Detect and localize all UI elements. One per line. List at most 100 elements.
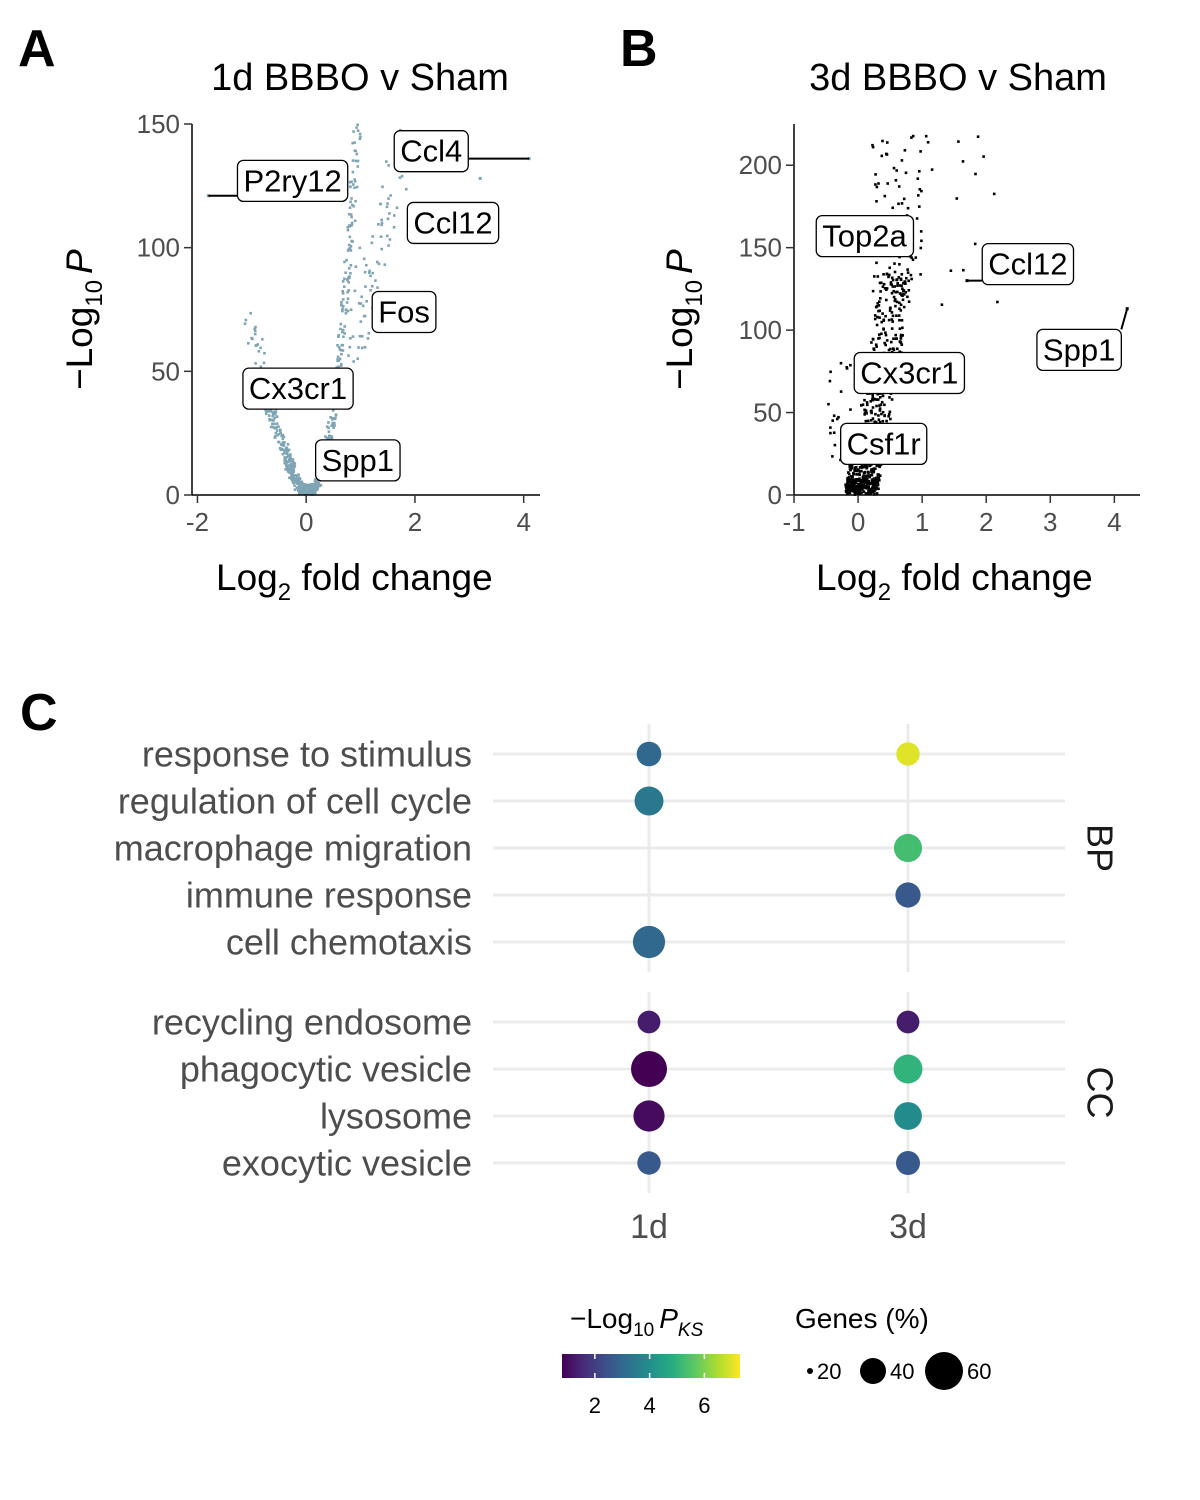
gene-point bbox=[915, 217, 919, 220]
gene-point bbox=[339, 327, 342, 331]
gene-point bbox=[876, 302, 879, 305]
gene-point bbox=[385, 160, 388, 163]
gene-point bbox=[861, 480, 864, 484]
x-tick-label: 4 bbox=[516, 507, 530, 537]
x-category-label: 3d bbox=[889, 1208, 927, 1246]
gene-point bbox=[351, 141, 354, 145]
gene-point bbox=[873, 480, 876, 483]
gene-point bbox=[898, 307, 901, 310]
gene-point bbox=[288, 476, 291, 480]
gene-point bbox=[366, 337, 370, 340]
gene-point bbox=[849, 468, 852, 472]
panel-a-title: 1d BBBO v Sham bbox=[211, 57, 509, 99]
gene-label-box bbox=[236, 159, 349, 203]
gene-point bbox=[854, 469, 857, 473]
facet-label-bp: BP bbox=[1080, 824, 1121, 872]
gene-point bbox=[310, 486, 314, 489]
gene-point bbox=[973, 242, 977, 246]
gene-point bbox=[860, 491, 864, 494]
gene-point bbox=[301, 483, 305, 487]
gene-point bbox=[858, 477, 861, 480]
volcano-a-x-axis-label: Log2 fold change bbox=[216, 557, 493, 606]
color-legend: −Log10 PKS 2 4 6 bbox=[562, 1303, 740, 1418]
gene-point bbox=[910, 136, 913, 139]
gene-point bbox=[345, 301, 349, 304]
x-tick-label: 2 bbox=[408, 507, 422, 537]
gene-point bbox=[882, 282, 886, 286]
gene-point bbox=[377, 223, 380, 226]
gene-point bbox=[346, 290, 349, 294]
gene-point bbox=[899, 309, 903, 312]
gene-point bbox=[380, 218, 383, 222]
gene-point bbox=[864, 474, 868, 478]
gene-point bbox=[878, 281, 882, 285]
gene-point bbox=[892, 295, 896, 299]
gene-point bbox=[911, 258, 915, 261]
term-label: phagocytic vesicle bbox=[180, 1049, 472, 1090]
gene-point bbox=[353, 178, 356, 181]
term-dot bbox=[896, 1151, 920, 1175]
gene-point bbox=[874, 488, 877, 491]
gene-point bbox=[349, 264, 353, 267]
gene-point bbox=[295, 480, 298, 484]
gene-point bbox=[277, 441, 281, 444]
gene-label-text: Cx3cr1 bbox=[860, 355, 958, 390]
gene-point bbox=[265, 410, 268, 413]
gene-point bbox=[848, 488, 852, 492]
size-legend-label: 60 bbox=[967, 1359, 991, 1384]
x-tick-label: 4 bbox=[1107, 507, 1121, 537]
gene-point bbox=[890, 276, 894, 280]
gene-point bbox=[306, 491, 309, 495]
gene-label-text: P2ry12 bbox=[243, 163, 341, 198]
gene-point bbox=[898, 350, 901, 353]
gene-point bbox=[901, 334, 904, 337]
gene-point bbox=[877, 182, 880, 185]
gene-point bbox=[287, 454, 290, 458]
gene-point bbox=[905, 276, 908, 280]
gene-point bbox=[362, 257, 366, 261]
gene-point bbox=[885, 419, 888, 423]
gene-point bbox=[900, 284, 903, 288]
gene-point bbox=[336, 355, 340, 359]
gene-point bbox=[340, 300, 343, 304]
gene-point bbox=[918, 205, 921, 208]
term-dot bbox=[893, 1054, 923, 1084]
gene-point bbox=[293, 462, 297, 465]
gene-point bbox=[877, 398, 880, 401]
gene-point bbox=[846, 477, 849, 480]
term-dot bbox=[633, 1100, 665, 1132]
gene-point bbox=[357, 302, 361, 305]
gene-point bbox=[356, 123, 359, 127]
gene-point bbox=[353, 180, 357, 183]
gene-point bbox=[883, 403, 886, 407]
gene-point bbox=[368, 269, 371, 273]
dotplot-x-labels: 1d 3d bbox=[630, 1208, 927, 1246]
gene-point bbox=[901, 294, 904, 297]
gene-point bbox=[885, 272, 889, 276]
gene-point bbox=[283, 451, 286, 454]
gene-point bbox=[895, 278, 898, 282]
gene-point bbox=[325, 436, 329, 440]
gene-point bbox=[887, 415, 890, 418]
gene-point bbox=[858, 483, 861, 487]
gene-point bbox=[291, 464, 295, 467]
gene-point bbox=[890, 327, 894, 330]
gene-point bbox=[894, 304, 897, 308]
gene-point bbox=[350, 215, 353, 219]
gene-point bbox=[881, 419, 885, 423]
gene-point bbox=[827, 402, 830, 406]
gene-point bbox=[862, 485, 866, 489]
gene-point bbox=[356, 129, 360, 132]
gene-point bbox=[878, 404, 881, 407]
x-tick-label: -1 bbox=[782, 507, 805, 537]
gene-point bbox=[867, 479, 871, 483]
gene-point bbox=[279, 431, 282, 435]
gene-point bbox=[860, 469, 863, 473]
gene-point bbox=[269, 425, 273, 429]
gene-point bbox=[878, 333, 881, 336]
gene-point bbox=[380, 247, 383, 251]
gene-point bbox=[273, 411, 277, 414]
gene-point bbox=[900, 343, 904, 346]
gene-point bbox=[331, 409, 335, 412]
